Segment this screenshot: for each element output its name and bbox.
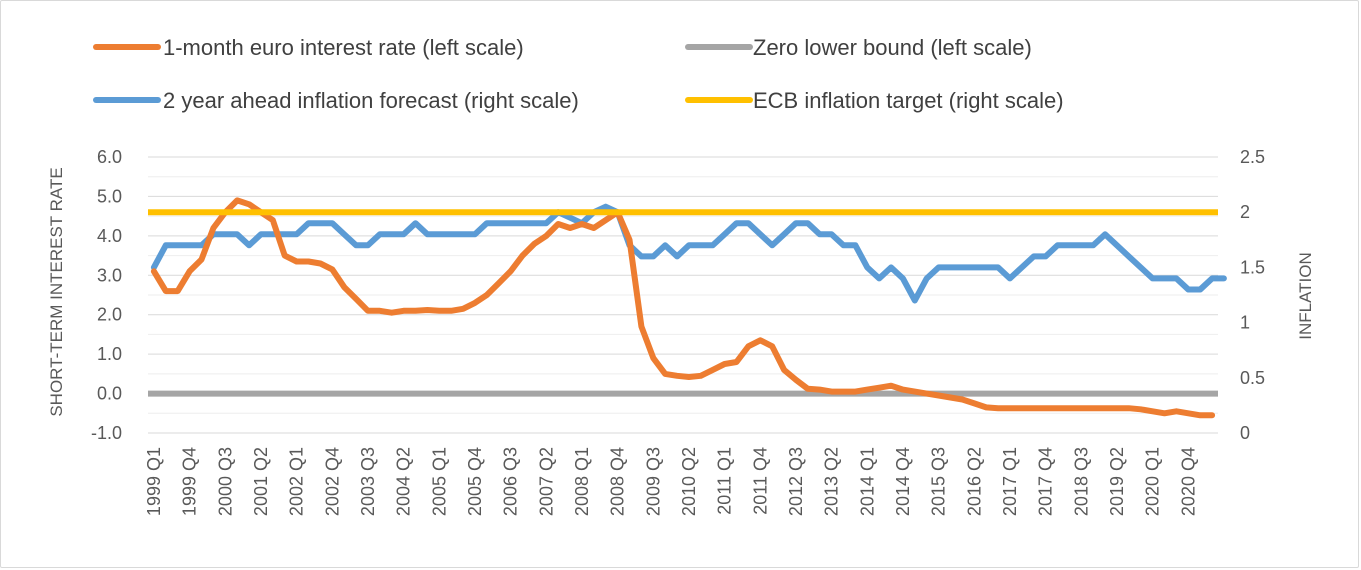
y-tick-label: 3.0 xyxy=(97,265,122,285)
x-tick-label: 2012 Q3 xyxy=(786,447,806,516)
y-tick-label: 5.0 xyxy=(97,186,122,206)
x-tick-label: 2011 Q1 xyxy=(715,447,735,515)
y-tick-label: 1.0 xyxy=(97,344,122,364)
y-tick-label: -1.0 xyxy=(91,423,122,443)
legend-item-interest-rate: 1-month euro interest rate (left scale) xyxy=(93,35,524,60)
x-tick-label: 2007 Q2 xyxy=(536,447,556,516)
legend-label-inflation-forecast: 2 year ahead inflation forecast (right s… xyxy=(163,88,579,113)
x-tick-label: 2008 Q4 xyxy=(608,447,628,516)
x-tick-label: 1999 Q4 xyxy=(180,447,200,516)
y-axis-title: SHORT-TERM INTEREST RATE xyxy=(47,167,66,416)
y2-tick-label: 2 xyxy=(1240,202,1250,222)
x-tick-label: 2020 Q4 xyxy=(1178,447,1198,516)
x-tick-label: 2010 Q2 xyxy=(679,447,699,516)
x-tick-label: 2004 Q2 xyxy=(394,447,414,516)
y2-tick-label: 1.5 xyxy=(1240,257,1265,277)
y2-tick-label: 0 xyxy=(1240,423,1250,443)
x-tick-label: 2002 Q4 xyxy=(322,447,342,516)
y2-axis-title: INFLATION xyxy=(1296,252,1315,340)
legend: 1-month euro interest rate (left scale) … xyxy=(93,35,1064,113)
legend-label-ecb-target: ECB inflation target (right scale) xyxy=(753,88,1064,113)
y-tick-label: 2.0 xyxy=(97,305,122,325)
legend-label-zero-bound: Zero lower bound (left scale) xyxy=(753,35,1032,60)
x-tick-label: 2008 Q1 xyxy=(572,447,592,516)
legend-item-zero-bound: Zero lower bound (left scale) xyxy=(685,35,1032,60)
x-tick-label: 2015 Q3 xyxy=(929,447,949,516)
x-tick-label: 2002 Q1 xyxy=(287,447,307,516)
right-axis-ticks: 2.5 2 1.5 1 0.5 0 xyxy=(1240,147,1265,443)
y2-tick-label: 2.5 xyxy=(1240,147,1265,167)
x-tick-label: 2011 Q4 xyxy=(750,447,770,515)
x-tick-label: 2009 Q3 xyxy=(643,447,663,516)
legend-item-ecb-target: ECB inflation target (right scale) xyxy=(685,88,1064,113)
interest-rate-line xyxy=(150,197,1216,419)
left-axis-ticks: 6.0 5.0 4.0 3.0 2.0 1.0 0.0 -1.0 xyxy=(91,147,122,443)
x-tick-label: 1999 Q1 xyxy=(144,447,164,516)
x-tick-label: 2001 Q2 xyxy=(251,447,271,516)
y2-tick-label: 0.5 xyxy=(1240,368,1265,388)
x-tick-label: 2016 Q2 xyxy=(964,447,984,516)
x-tick-label: 2003 Q3 xyxy=(358,447,378,516)
x-tick-label: 2005 Q4 xyxy=(465,447,485,516)
x-tick-label: 2017 Q1 xyxy=(1000,447,1020,516)
legend-item-inflation-forecast: 2 year ahead inflation forecast (right s… xyxy=(93,88,579,113)
x-tick-label: 2006 Q3 xyxy=(501,447,521,516)
x-tick-label: 2013 Q2 xyxy=(822,447,842,516)
y2-tick-label: 1 xyxy=(1240,313,1250,333)
x-axis-ticks: 1999 Q1 1999 Q4 2000 Q3 2001 Q2 2002 Q1 2002 … xyxy=(144,447,1198,516)
x-tick-label: 2000 Q3 xyxy=(215,447,235,516)
y-tick-label: 0.0 xyxy=(97,384,122,404)
x-tick-label: 2014 Q1 xyxy=(857,447,877,516)
x-tick-label: 2005 Q1 xyxy=(429,447,449,516)
series-lines xyxy=(148,197,1227,419)
x-tick-label: 2017 Q4 xyxy=(1036,447,1056,516)
gridlines xyxy=(148,156,1218,434)
x-tick-label: 2020 Q1 xyxy=(1143,447,1163,516)
x-tick-label: 2014 Q4 xyxy=(893,447,913,516)
inflation-forecast-line xyxy=(150,203,1227,304)
y-tick-label: 6.0 xyxy=(97,147,122,167)
y-tick-label: 4.0 xyxy=(97,226,122,246)
legend-label-interest-rate: 1-month euro interest rate (left scale) xyxy=(163,35,524,60)
x-tick-label: 2019 Q2 xyxy=(1107,447,1127,516)
x-tick-label: 2018 Q3 xyxy=(1071,447,1091,516)
